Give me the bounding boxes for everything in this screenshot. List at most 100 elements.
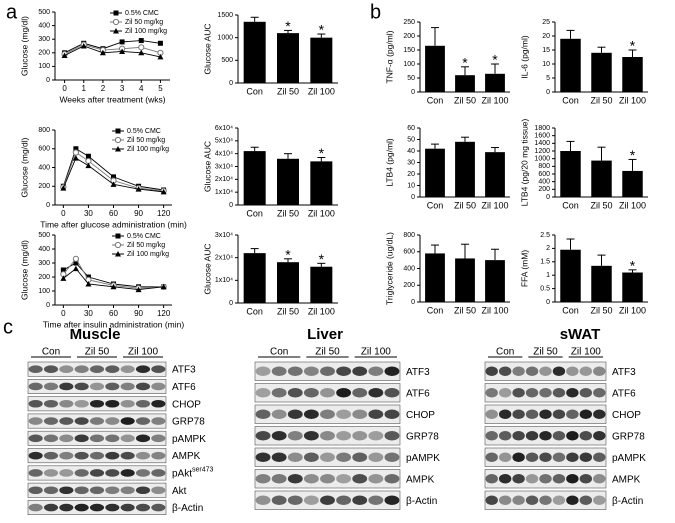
blot-band bbox=[287, 388, 303, 398]
row-label: β-Actin bbox=[172, 503, 203, 514]
series-line bbox=[64, 44, 161, 55]
blot-band bbox=[120, 486, 135, 495]
group-label: Zil 50 bbox=[85, 347, 110, 358]
blot-band bbox=[552, 431, 566, 441]
y-axis-label: Glucose (mg/dl) bbox=[19, 137, 29, 197]
y-tick-label: 100 bbox=[38, 288, 50, 295]
series-line bbox=[62, 151, 164, 192]
blot-band bbox=[74, 486, 89, 495]
row-label: ATF6 bbox=[612, 388, 636, 399]
bar bbox=[277, 158, 299, 205]
blot-band bbox=[485, 388, 498, 398]
blot-band bbox=[303, 388, 319, 398]
blot-band bbox=[287, 366, 303, 376]
blot-band bbox=[525, 495, 539, 505]
legend-label: Zil 100 mg/kg bbox=[127, 146, 169, 153]
y-axis-label: LTB4 (pg/ml) bbox=[384, 138, 394, 187]
blot-band bbox=[105, 382, 120, 391]
y-axis-label: Glucose AUC bbox=[202, 243, 212, 294]
y-tick-label: 300 bbox=[38, 260, 50, 267]
row-label: CHOP bbox=[406, 409, 435, 420]
y-tick-label: 1.5 bbox=[540, 259, 550, 266]
row-label-text: GRP78 bbox=[406, 431, 439, 442]
blot-band bbox=[59, 469, 74, 477]
blot-band bbox=[352, 366, 368, 376]
marker bbox=[72, 149, 79, 156]
x-tick-label: Con bbox=[246, 306, 263, 316]
blot-band bbox=[28, 503, 43, 512]
y-tick-label: 1000 bbox=[217, 35, 233, 42]
blot-band bbox=[539, 495, 552, 505]
blot-band bbox=[352, 388, 368, 398]
y-tick-label: 200 bbox=[38, 50, 50, 57]
panel-label: b bbox=[370, 1, 381, 23]
blot-band bbox=[485, 409, 498, 419]
blot-band bbox=[552, 409, 566, 419]
blot-band bbox=[105, 365, 120, 373]
blot-band bbox=[120, 399, 135, 408]
blot-band bbox=[303, 452, 319, 462]
y-tick-label: 10 bbox=[407, 182, 415, 189]
blot-band bbox=[485, 495, 498, 505]
bar bbox=[277, 262, 299, 303]
row-label-superscript: ser473 bbox=[192, 466, 214, 473]
series-line bbox=[63, 258, 164, 289]
blot-band bbox=[384, 366, 400, 376]
row-label-text: GRP78 bbox=[612, 431, 645, 442]
blot-band bbox=[552, 366, 566, 376]
legend-label: 0.5% CMC bbox=[125, 10, 159, 17]
blot-band bbox=[336, 388, 352, 398]
blot-band bbox=[28, 382, 43, 391]
y-tick-label: 5 bbox=[546, 75, 550, 82]
blot-band bbox=[105, 451, 120, 460]
blot-band bbox=[120, 451, 135, 460]
y-tick-label: 30 bbox=[407, 159, 415, 166]
x-tick-label: Zil 50 bbox=[277, 86, 299, 96]
x-tick-label: Zil 100 bbox=[308, 306, 335, 316]
blot-band bbox=[525, 474, 539, 484]
blot-band bbox=[105, 399, 120, 408]
blot-band bbox=[74, 434, 89, 443]
blot-band bbox=[336, 474, 352, 484]
blot-band bbox=[151, 434, 166, 443]
x-tick-label: Zil 50 bbox=[454, 200, 476, 210]
x-tick-label: Zil 50 bbox=[277, 306, 299, 316]
y-tick-label: 0 bbox=[411, 299, 415, 306]
x-tick-label: Zil 100 bbox=[308, 86, 335, 96]
blot-band bbox=[89, 451, 105, 460]
row-label-text: Akt bbox=[172, 485, 187, 496]
blot-band bbox=[74, 417, 89, 425]
legend-label: Zil 100 mg/kg bbox=[127, 251, 169, 258]
y-tick-label: 20 bbox=[407, 171, 415, 178]
x-tick-label: Zil 100 bbox=[481, 95, 508, 105]
blot-band bbox=[303, 431, 319, 441]
marker bbox=[138, 38, 144, 44]
blot-title: Liver bbox=[307, 326, 343, 343]
x-tick-label: Zil 100 bbox=[481, 305, 508, 315]
blot-band bbox=[135, 399, 151, 408]
row-label-text: ATF6 bbox=[612, 388, 636, 399]
blot-band bbox=[579, 495, 593, 505]
x-tick-label: 0 bbox=[61, 209, 66, 218]
y-tick-label: 250 bbox=[403, 19, 415, 26]
bar bbox=[560, 249, 581, 302]
blot-band bbox=[368, 474, 384, 484]
row-label-text: pAMPK bbox=[406, 452, 440, 463]
x-tick-label: 90 bbox=[134, 209, 143, 218]
blot-band bbox=[303, 495, 319, 505]
blot-title: Muscle bbox=[70, 326, 121, 343]
blot-band bbox=[151, 417, 166, 425]
blot-band bbox=[384, 409, 400, 419]
blot-band bbox=[485, 366, 498, 376]
y-tick-label: 10 bbox=[542, 61, 550, 68]
blot-band bbox=[89, 382, 105, 391]
x-tick-label: 60 bbox=[109, 309, 118, 318]
blot-band bbox=[512, 495, 525, 505]
blot-band bbox=[485, 431, 498, 441]
blot-band bbox=[135, 417, 151, 425]
group-label: Zil 50 bbox=[533, 347, 558, 358]
blot-band bbox=[287, 431, 303, 441]
blot-band bbox=[59, 417, 74, 425]
bar bbox=[425, 45, 445, 92]
bar bbox=[622, 57, 643, 92]
